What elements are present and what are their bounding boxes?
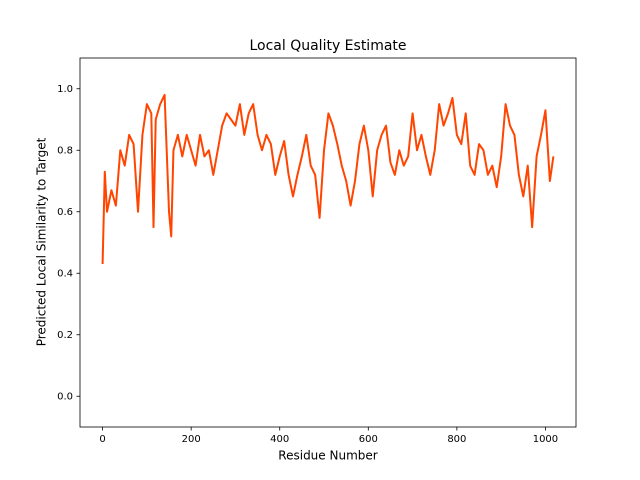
line-series [101,93,555,265]
y-tick-label: 0.2 [57,330,73,341]
plot-frame [79,57,577,428]
x-axis-label: Residue Number [278,449,377,463]
y-tick-label: 1.0 [57,84,73,95]
y-tick-label: 0.8 [57,145,73,156]
y-tick-label: 0.4 [57,268,73,279]
y-tick-label: 0.6 [57,207,73,218]
x-tick-label: 1000 [533,434,558,445]
y-tick-label: 0.0 [57,391,73,402]
x-tick-label: 0 [99,434,105,445]
x-tick-label: 800 [447,434,466,445]
x-tick-label: 600 [359,434,378,445]
y-axis-label: Predicted Local Similarity to Target [35,137,49,346]
x-tick-label: 400 [270,434,289,445]
x-tick-label: 200 [182,434,201,445]
chart-title: Local Quality Estimate [249,38,406,54]
